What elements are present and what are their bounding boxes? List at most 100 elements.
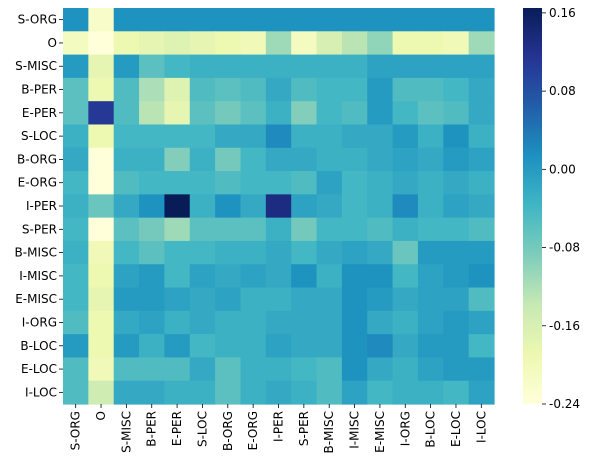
heatmap-cell-B-ORG-E-PER [164, 147, 191, 172]
heatmap-cell-E-LOC-B-MISC [316, 357, 343, 382]
heatmap-cell-B-PER-S-LOC [189, 77, 216, 102]
heatmap-cell-S-ORG-B-ORG [215, 8, 242, 32]
x-tick-label: I-ORG [398, 411, 412, 446]
heatmap-cell-I-PER-I-ORG [392, 194, 419, 219]
heatmap-cell-S-PER-E-MISC [367, 217, 394, 242]
heatmap-cell-O-S-MISC [113, 31, 140, 56]
heatmap-cell-S-PER-B-ORG [215, 217, 242, 242]
heatmap-cell-I-PER-S-LOC [189, 194, 216, 219]
heatmap-cell-S-ORG-I-LOC [468, 8, 495, 32]
heatmap-cell-S-MISC-E-PER [164, 54, 191, 79]
heatmap-cell-O-B-MISC [316, 31, 343, 56]
heatmap-cell-B-PER-I-MISC [341, 77, 368, 102]
heatmap-cell-E-PER-I-ORG [392, 101, 419, 126]
heatmap-cell-E-LOC-B-PER [139, 357, 166, 382]
heatmap-cell-B-MISC-B-ORG [215, 240, 242, 265]
heatmap-cell-E-LOC-I-PER [265, 357, 292, 382]
heatmap-cell-S-PER-B-LOC [417, 217, 444, 242]
heatmap-cell-I-LOC-I-MISC [341, 380, 368, 405]
heatmap-cell-S-PER-E-ORG [240, 217, 267, 242]
heatmap-cell-B-ORG-I-ORG [392, 147, 419, 172]
heatmap-cell-S-ORG-I-PER [265, 8, 292, 32]
heatmap-cell-I-ORG-O [88, 310, 115, 335]
heatmap-cell-S-PER-B-MISC [316, 217, 343, 242]
heatmap-cell-I-PER-S-ORG [63, 194, 89, 219]
heatmap-cell-S-MISC-B-LOC [417, 54, 444, 79]
heatmap-cell-E-ORG-I-LOC [468, 171, 495, 195]
heatmap-cell-B-MISC-S-LOC [189, 240, 216, 265]
heatmap-cell-I-LOC-E-PER [164, 380, 191, 405]
heatmap-cell-S-PER-I-MISC [341, 217, 368, 242]
heatmap-cell-S-LOC-E-ORG [240, 124, 267, 149]
heatmap-cell-B-MISC-I-PER [265, 240, 292, 265]
heatmap-cell-I-MISC-B-MISC [316, 264, 343, 289]
heatmap-cell-I-PER-S-MISC [113, 194, 140, 219]
heatmap-cell-S-ORG-E-MISC [367, 8, 394, 32]
heatmap-cell-S-MISC-S-MISC [113, 54, 140, 79]
x-tick-label: E-ORG [246, 411, 260, 450]
heatmap-cell-I-LOC-E-LOC [443, 380, 470, 405]
heatmap-cell-S-MISC-B-PER [139, 54, 166, 79]
heatmap-cell-B-MISC-S-MISC [113, 240, 140, 265]
colorbar-tick-label: 0.00 [549, 162, 576, 176]
heatmap-cell-S-MISC-E-MISC [367, 54, 394, 79]
heatmap-cell-B-LOC-S-MISC [113, 334, 140, 359]
heatmap-cell-I-ORG-I-LOC [468, 310, 495, 335]
heatmap-cell-I-MISC-B-ORG [215, 264, 242, 289]
x-tick-label: E-LOC [449, 411, 463, 447]
heatmap-cell-I-LOC-I-LOC [468, 380, 495, 405]
heatmap-cell-B-LOC-O [88, 334, 115, 359]
heatmap-cell-B-ORG-S-MISC [113, 147, 140, 172]
heatmap-cell-S-LOC-O [88, 124, 115, 149]
heatmap-cell-I-ORG-B-LOC [417, 310, 444, 335]
heatmap-cell-E-PER-I-PER [265, 101, 292, 126]
y-tick-label: E-LOC [21, 362, 57, 376]
y-tick-label: E-MISC [15, 292, 57, 306]
heatmap-cell-S-MISC-I-LOC [468, 54, 495, 79]
y-tick-label: E-PER [22, 106, 57, 120]
heatmap-cell-B-ORG-S-LOC [189, 147, 216, 172]
heatmap-cell-I-MISC-S-MISC [113, 264, 140, 289]
heatmap-cell-O-B-PER [139, 31, 166, 56]
x-tick-label: S-MISC [119, 411, 133, 453]
y-tick-label: I-ORG [22, 315, 57, 329]
heatmap-cell-I-PER-S-PER [291, 194, 318, 219]
heatmap-cell-E-ORG-S-PER [291, 171, 318, 195]
heatmap-cell-S-ORG-E-LOC [443, 8, 470, 32]
heatmap-cell-E-MISC-B-ORG [215, 287, 242, 312]
heatmap-cell-O-S-PER [291, 31, 318, 56]
heatmap-cell-B-PER-O [88, 77, 115, 102]
heatmap-cell-B-LOC-E-MISC [367, 334, 394, 359]
y-tick-label: I-MISC [19, 269, 57, 283]
heatmap-cell-B-LOC-I-LOC [468, 334, 495, 359]
heatmap-cell-I-MISC-E-PER [164, 264, 191, 289]
heatmap-cell-O-E-PER [164, 31, 191, 56]
heatmap-cell-B-LOC-B-MISC [316, 334, 343, 359]
heatmap-cell-B-PER-S-PER [291, 77, 318, 102]
heatmap-cell-S-LOC-I-ORG [392, 124, 419, 149]
heatmap-cell-S-LOC-E-LOC [443, 124, 470, 149]
heatmap-cell-I-LOC-B-MISC [316, 380, 343, 405]
heatmap-cell-O-I-MISC [341, 31, 368, 56]
heatmap-cell-B-PER-S-MISC [113, 77, 140, 102]
heatmap-cell-B-MISC-I-ORG [392, 240, 419, 265]
heatmap-cell-B-LOC-B-LOC [417, 334, 444, 359]
heatmap-cell-B-LOC-S-ORG [63, 334, 89, 359]
heatmap-cell-B-MISC-E-MISC [367, 240, 394, 265]
heatmap-cell-S-ORG-S-PER [291, 8, 318, 32]
x-tick-label: B-PER [145, 411, 159, 447]
heatmap-cell-B-PER-S-ORG [63, 77, 89, 102]
heatmap-cell-I-ORG-B-ORG [215, 310, 242, 335]
heatmap-cell-B-LOC-S-LOC [189, 334, 216, 359]
heatmap-cell-S-MISC-E-ORG [240, 54, 267, 79]
heatmap-cell-E-MISC-S-PER [291, 287, 318, 312]
heatmap-cell-I-ORG-S-LOC [189, 310, 216, 335]
x-tick-label: I-MISC [348, 411, 362, 449]
heatmap-cell-E-LOC-E-PER [164, 357, 191, 382]
y-axis-ticks: S-ORG O S-MISC B-PER E-PER S-LOC B-ORG E-ORG I-P… [15, 13, 63, 399]
heatmap-cell-B-LOC-I-MISC [341, 334, 368, 359]
heatmap-cell-E-MISC-B-MISC [316, 287, 343, 312]
heatmap-cell-B-ORG-E-LOC [443, 147, 470, 172]
heatmap-cell-E-PER-E-PER [164, 101, 191, 126]
heatmap-cell-E-ORG-E-ORG [240, 171, 267, 195]
